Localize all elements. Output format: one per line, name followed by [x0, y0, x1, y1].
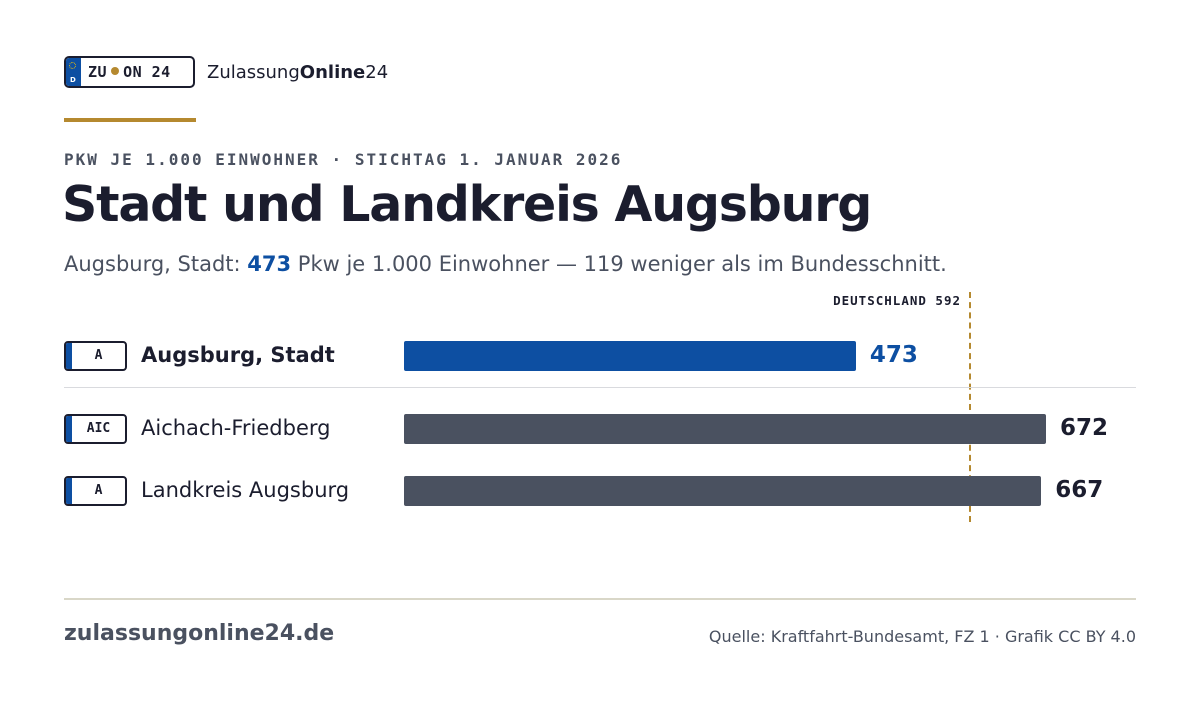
logo-plate-right: ON 24	[123, 63, 171, 81]
reference-label: DEUTSCHLAND 592	[833, 293, 961, 308]
license-plate-badge: A	[64, 476, 127, 506]
footer-source: Quelle: Kraftfahrt-Bundesamt, FZ 1 · Gra…	[708, 627, 1136, 646]
footer-site: zulassungonline24.de	[64, 621, 335, 646]
brand-logo-plate: D ZU ON 24	[64, 56, 195, 88]
chart-subtitle: Augsburg, Stadt: 473 Pkw je 1.000 Einwoh…	[64, 252, 947, 276]
bar	[404, 414, 1046, 444]
bar	[404, 476, 1042, 506]
accent-rule	[64, 118, 196, 122]
value-label: 667	[1055, 477, 1104, 503]
plate-code: A	[94, 348, 103, 363]
reference-line	[968, 292, 971, 522]
eu-band-icon	[66, 343, 72, 369]
bar	[404, 341, 856, 371]
category-label: Landkreis Augsburg	[141, 478, 350, 502]
license-plate-badge: AIC	[64, 414, 127, 444]
logo-plate-left: ZU	[88, 63, 108, 81]
plate-code: AIC	[86, 421, 111, 436]
footer-divider	[64, 598, 1136, 600]
eu-flag-icon: D	[66, 58, 81, 86]
license-plate-badge: A	[64, 341, 127, 371]
category-label: Augsburg, Stadt	[141, 343, 335, 367]
eu-band-icon	[66, 478, 72, 504]
highlight-separator	[64, 387, 1136, 388]
eu-band-icon	[66, 416, 72, 442]
chart-eyebrow: PKW JE 1.000 EINWOHNER · STICHTAG 1. JAN…	[64, 150, 623, 169]
value-label: 672	[1060, 415, 1109, 441]
value-label: 473	[869, 342, 918, 368]
category-label: Aichach-Friedberg	[141, 416, 331, 440]
brand-name: ZulassungOnline24	[207, 62, 389, 83]
plate-code: A	[94, 483, 103, 498]
subtitle-highlight-value: 473	[247, 252, 292, 276]
plate-seal-icon	[111, 67, 120, 75]
chart-title: Stadt und Landkreis Augsburg	[62, 176, 872, 233]
